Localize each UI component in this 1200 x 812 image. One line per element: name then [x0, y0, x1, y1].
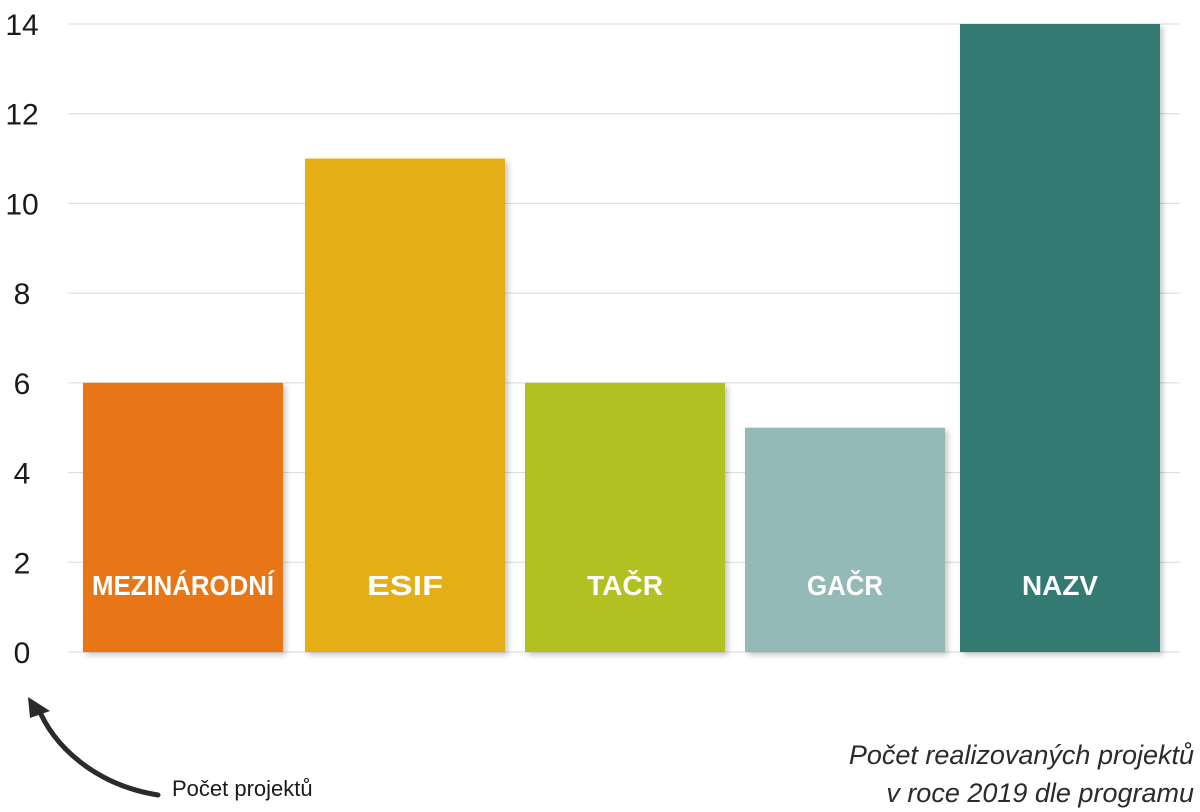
category-label-5: NAZV [1022, 570, 1098, 601]
y-tick-label: 8 [14, 278, 31, 311]
bar-2 [305, 158, 505, 653]
y-tick-label: 0 [14, 637, 31, 670]
arrow-head-icon [28, 697, 50, 718]
y-tick-label: 14 [5, 9, 38, 42]
bar-5 [960, 24, 1160, 652]
category-label-4: GAČR [807, 569, 883, 601]
category-label-3: TAČR [587, 569, 663, 601]
category-label-2: ESIF [367, 570, 443, 601]
category-label-1: MEZINÁRODNÍ [92, 570, 275, 601]
bar-1 [83, 382, 283, 652]
y-axis-note: Počet projektů [172, 776, 313, 801]
y-tick-label: 6 [14, 368, 31, 401]
bar-4 [745, 427, 945, 652]
category-labels: MEZINÁRODNÍ ESIF TAČR GAČR NAZV [92, 569, 1098, 601]
y-axis-ticks: 0 2 4 6 8 10 12 14 [5, 9, 38, 670]
curved-arrow-icon [35, 704, 161, 798]
bars [83, 24, 1160, 653]
caption-line-2: v roce 2019 dle programu [886, 778, 1194, 808]
y-tick-label: 12 [5, 99, 38, 132]
caption-line-1: Počet realizovaných projektů [848, 740, 1194, 770]
y-tick-label: 4 [14, 458, 31, 491]
y-tick-label: 2 [14, 547, 31, 580]
bar-3 [525, 382, 725, 652]
y-tick-label: 10 [5, 188, 38, 221]
